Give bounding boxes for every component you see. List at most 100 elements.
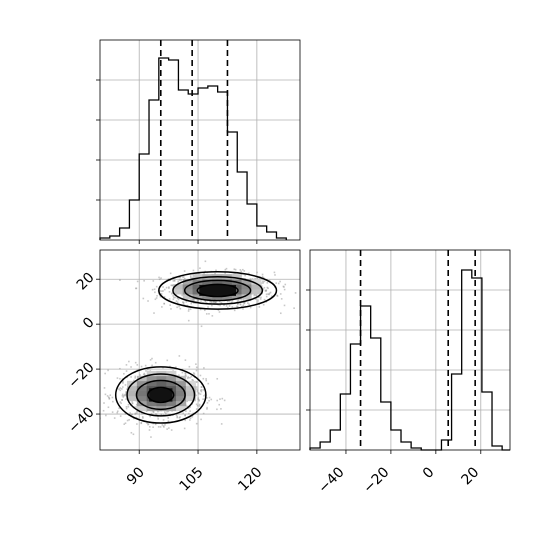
scatter-point bbox=[154, 423, 157, 426]
scatter-point bbox=[176, 306, 178, 309]
scatter-point bbox=[185, 300, 188, 303]
scatter-point bbox=[253, 294, 256, 297]
scatter-point bbox=[265, 290, 267, 292]
scatter-point bbox=[200, 325, 203, 328]
scatter-point bbox=[104, 372, 106, 375]
scatter-point bbox=[268, 279, 271, 282]
scatter-point bbox=[136, 364, 139, 366]
scatter-point bbox=[150, 436, 152, 438]
scatter-point bbox=[126, 376, 128, 379]
scatter-point bbox=[242, 268, 244, 271]
scatter-point bbox=[183, 277, 186, 280]
scatter-point bbox=[125, 391, 127, 393]
scatter-point bbox=[134, 375, 137, 378]
scatter-point bbox=[150, 412, 153, 415]
density-cell bbox=[192, 294, 203, 300]
scatter-point bbox=[126, 388, 128, 390]
scatter-point bbox=[163, 426, 165, 428]
histogram-y-panel: −40 −20 0 20 bbox=[306, 249, 511, 497]
scatter-point bbox=[182, 412, 184, 415]
scatter-point bbox=[198, 405, 201, 407]
scatter-point bbox=[188, 308, 190, 311]
scatter-point bbox=[124, 422, 127, 424]
scatter-point bbox=[116, 410, 119, 413]
scatter-point bbox=[198, 399, 200, 401]
scatter-point bbox=[216, 399, 219, 402]
scatter-point bbox=[152, 426, 154, 428]
scatter-point bbox=[195, 403, 198, 406]
scatter-point bbox=[249, 278, 252, 280]
scatter-point bbox=[254, 298, 257, 300]
scatter-point bbox=[143, 279, 145, 282]
scatter-point bbox=[172, 295, 174, 297]
scatter-point bbox=[165, 286, 168, 289]
scatter-point bbox=[214, 272, 216, 275]
scatter-point bbox=[135, 406, 138, 408]
scatter-point bbox=[128, 360, 130, 363]
contour-line bbox=[196, 283, 239, 298]
scatter-point bbox=[136, 423, 138, 425]
scatter-point bbox=[186, 400, 188, 403]
scatter-point bbox=[196, 300, 199, 303]
histogram-x-frame bbox=[99, 39, 301, 241]
scatter-point bbox=[179, 276, 181, 279]
scatter-point bbox=[106, 395, 109, 397]
scatter-point bbox=[168, 427, 170, 429]
scatter-point bbox=[265, 293, 268, 296]
scatter-point bbox=[136, 280, 139, 283]
scatter-point bbox=[279, 293, 282, 295]
scatter-point bbox=[148, 426, 151, 428]
contour-line bbox=[158, 271, 278, 310]
scatter-point bbox=[254, 277, 256, 280]
scatter-point bbox=[199, 267, 201, 270]
scatter-point bbox=[164, 424, 166, 426]
scatter-point bbox=[175, 293, 177, 296]
scatter-point bbox=[178, 276, 180, 279]
scatter-point bbox=[167, 420, 170, 422]
scatter-point bbox=[153, 312, 155, 314]
scatter-point bbox=[192, 372, 195, 374]
scatter-point bbox=[190, 375, 193, 378]
scatter-point bbox=[162, 290, 164, 292]
scatter-point bbox=[233, 268, 236, 271]
scatter-point bbox=[118, 407, 120, 410]
joint-2d-panel: 90 105 120 200−20−40 bbox=[65, 249, 301, 495]
scatter-point bbox=[208, 313, 210, 315]
density-cell bbox=[136, 375, 147, 382]
density-cell bbox=[221, 294, 233, 300]
density-cell bbox=[241, 289, 252, 295]
scatter-point bbox=[262, 282, 265, 284]
scatter-point bbox=[205, 378, 207, 380]
scatter-point bbox=[176, 416, 179, 419]
scatter-point bbox=[166, 428, 168, 430]
histogram-y-frame bbox=[309, 249, 511, 451]
histogram-y-steps bbox=[309, 269, 510, 451]
scatter-point bbox=[111, 396, 114, 399]
scatter-point bbox=[132, 433, 135, 436]
contour-line bbox=[114, 366, 207, 424]
scatter-point bbox=[248, 303, 250, 306]
density-cell bbox=[166, 375, 177, 382]
histogram-x-panel bbox=[96, 39, 301, 244]
scatter-point bbox=[139, 374, 141, 376]
scatter-point bbox=[210, 398, 213, 401]
scatter-point bbox=[188, 365, 191, 368]
scatter-point bbox=[108, 398, 111, 400]
density-cell bbox=[136, 395, 147, 402]
density-cell bbox=[156, 380, 167, 387]
scatter-point bbox=[152, 422, 155, 425]
scatter-point bbox=[192, 269, 195, 272]
scatter-point bbox=[200, 418, 202, 421]
scatter-point bbox=[147, 423, 150, 425]
scatter-point bbox=[223, 399, 226, 402]
scatter-point bbox=[244, 278, 247, 280]
scatter-point bbox=[223, 304, 225, 306]
scatter-point bbox=[187, 376, 189, 378]
scatter-point bbox=[243, 270, 246, 272]
scatter-point bbox=[160, 293, 163, 295]
scatter-point bbox=[149, 415, 151, 418]
density-cell bbox=[127, 395, 138, 402]
scatter-point bbox=[220, 408, 222, 410]
scatter-point bbox=[204, 300, 207, 303]
